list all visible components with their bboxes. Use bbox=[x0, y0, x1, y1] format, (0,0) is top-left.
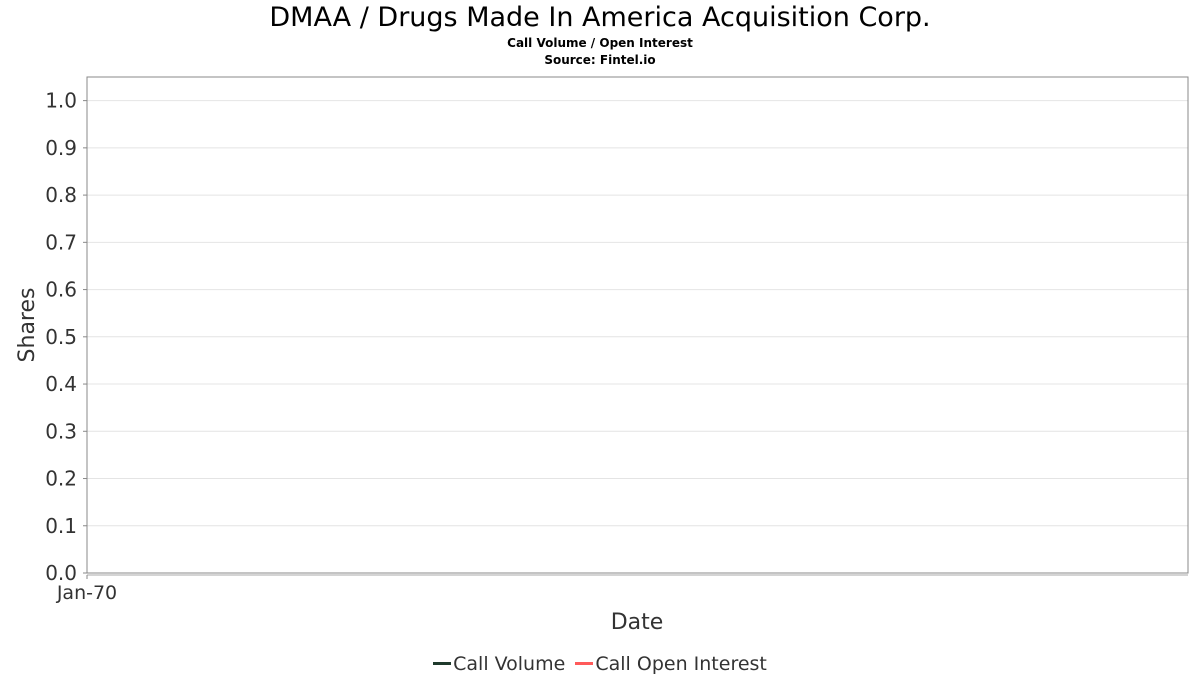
legend-label-call-volume: Call Volume bbox=[453, 652, 566, 675]
grid-lines bbox=[87, 100, 1188, 574]
y-tick-label: 0.6 bbox=[45, 278, 77, 302]
y-tick-label: 0.1 bbox=[45, 514, 77, 538]
y-tick-label: 0.7 bbox=[45, 230, 77, 254]
chart-title: DMAA / Drugs Made In America Acquisition… bbox=[269, 2, 931, 33]
y-tick-label: 0.2 bbox=[45, 467, 77, 491]
x-axis-label: Date bbox=[611, 610, 664, 635]
legend-swatch-call-volume bbox=[433, 662, 452, 665]
y-axis-label: Shares bbox=[15, 288, 40, 363]
legend: Call Volume Call Open Interest bbox=[0, 647, 1200, 676]
y-tick-label: 0.4 bbox=[45, 372, 77, 396]
y-tick-label: 0.9 bbox=[45, 136, 77, 160]
y-tick-label: 0.3 bbox=[45, 419, 77, 443]
legend-label-call-open-interest: Call Open Interest bbox=[595, 652, 767, 675]
y-tick-label: 1.0 bbox=[45, 89, 77, 113]
legend-item-call-open-interest[interactable]: Call Open Interest bbox=[575, 652, 767, 676]
plot-frame bbox=[86, 76, 1189, 574]
legend-swatch-call-open-interest bbox=[575, 662, 594, 665]
x-tick-label: Jan-70 bbox=[56, 582, 117, 604]
y-axis-ticks: 0.0 0.1 0.2 0.3 0.4 0.5 0.6 0.7 0.8 0.9 1.0 bbox=[45, 89, 87, 585]
y-tick-label: 0.0 bbox=[45, 561, 77, 585]
chart-subtitle: Call Volume / Open Interest bbox=[507, 36, 693, 50]
chart-source: Source: Fintel.io bbox=[544, 53, 656, 67]
y-tick-label: 0.5 bbox=[45, 325, 77, 349]
legend-item-call-volume[interactable]: Call Volume bbox=[433, 652, 565, 676]
y-tick-label: 0.8 bbox=[45, 183, 77, 207]
x-axis-ticks: Jan-70 bbox=[56, 574, 1188, 604]
